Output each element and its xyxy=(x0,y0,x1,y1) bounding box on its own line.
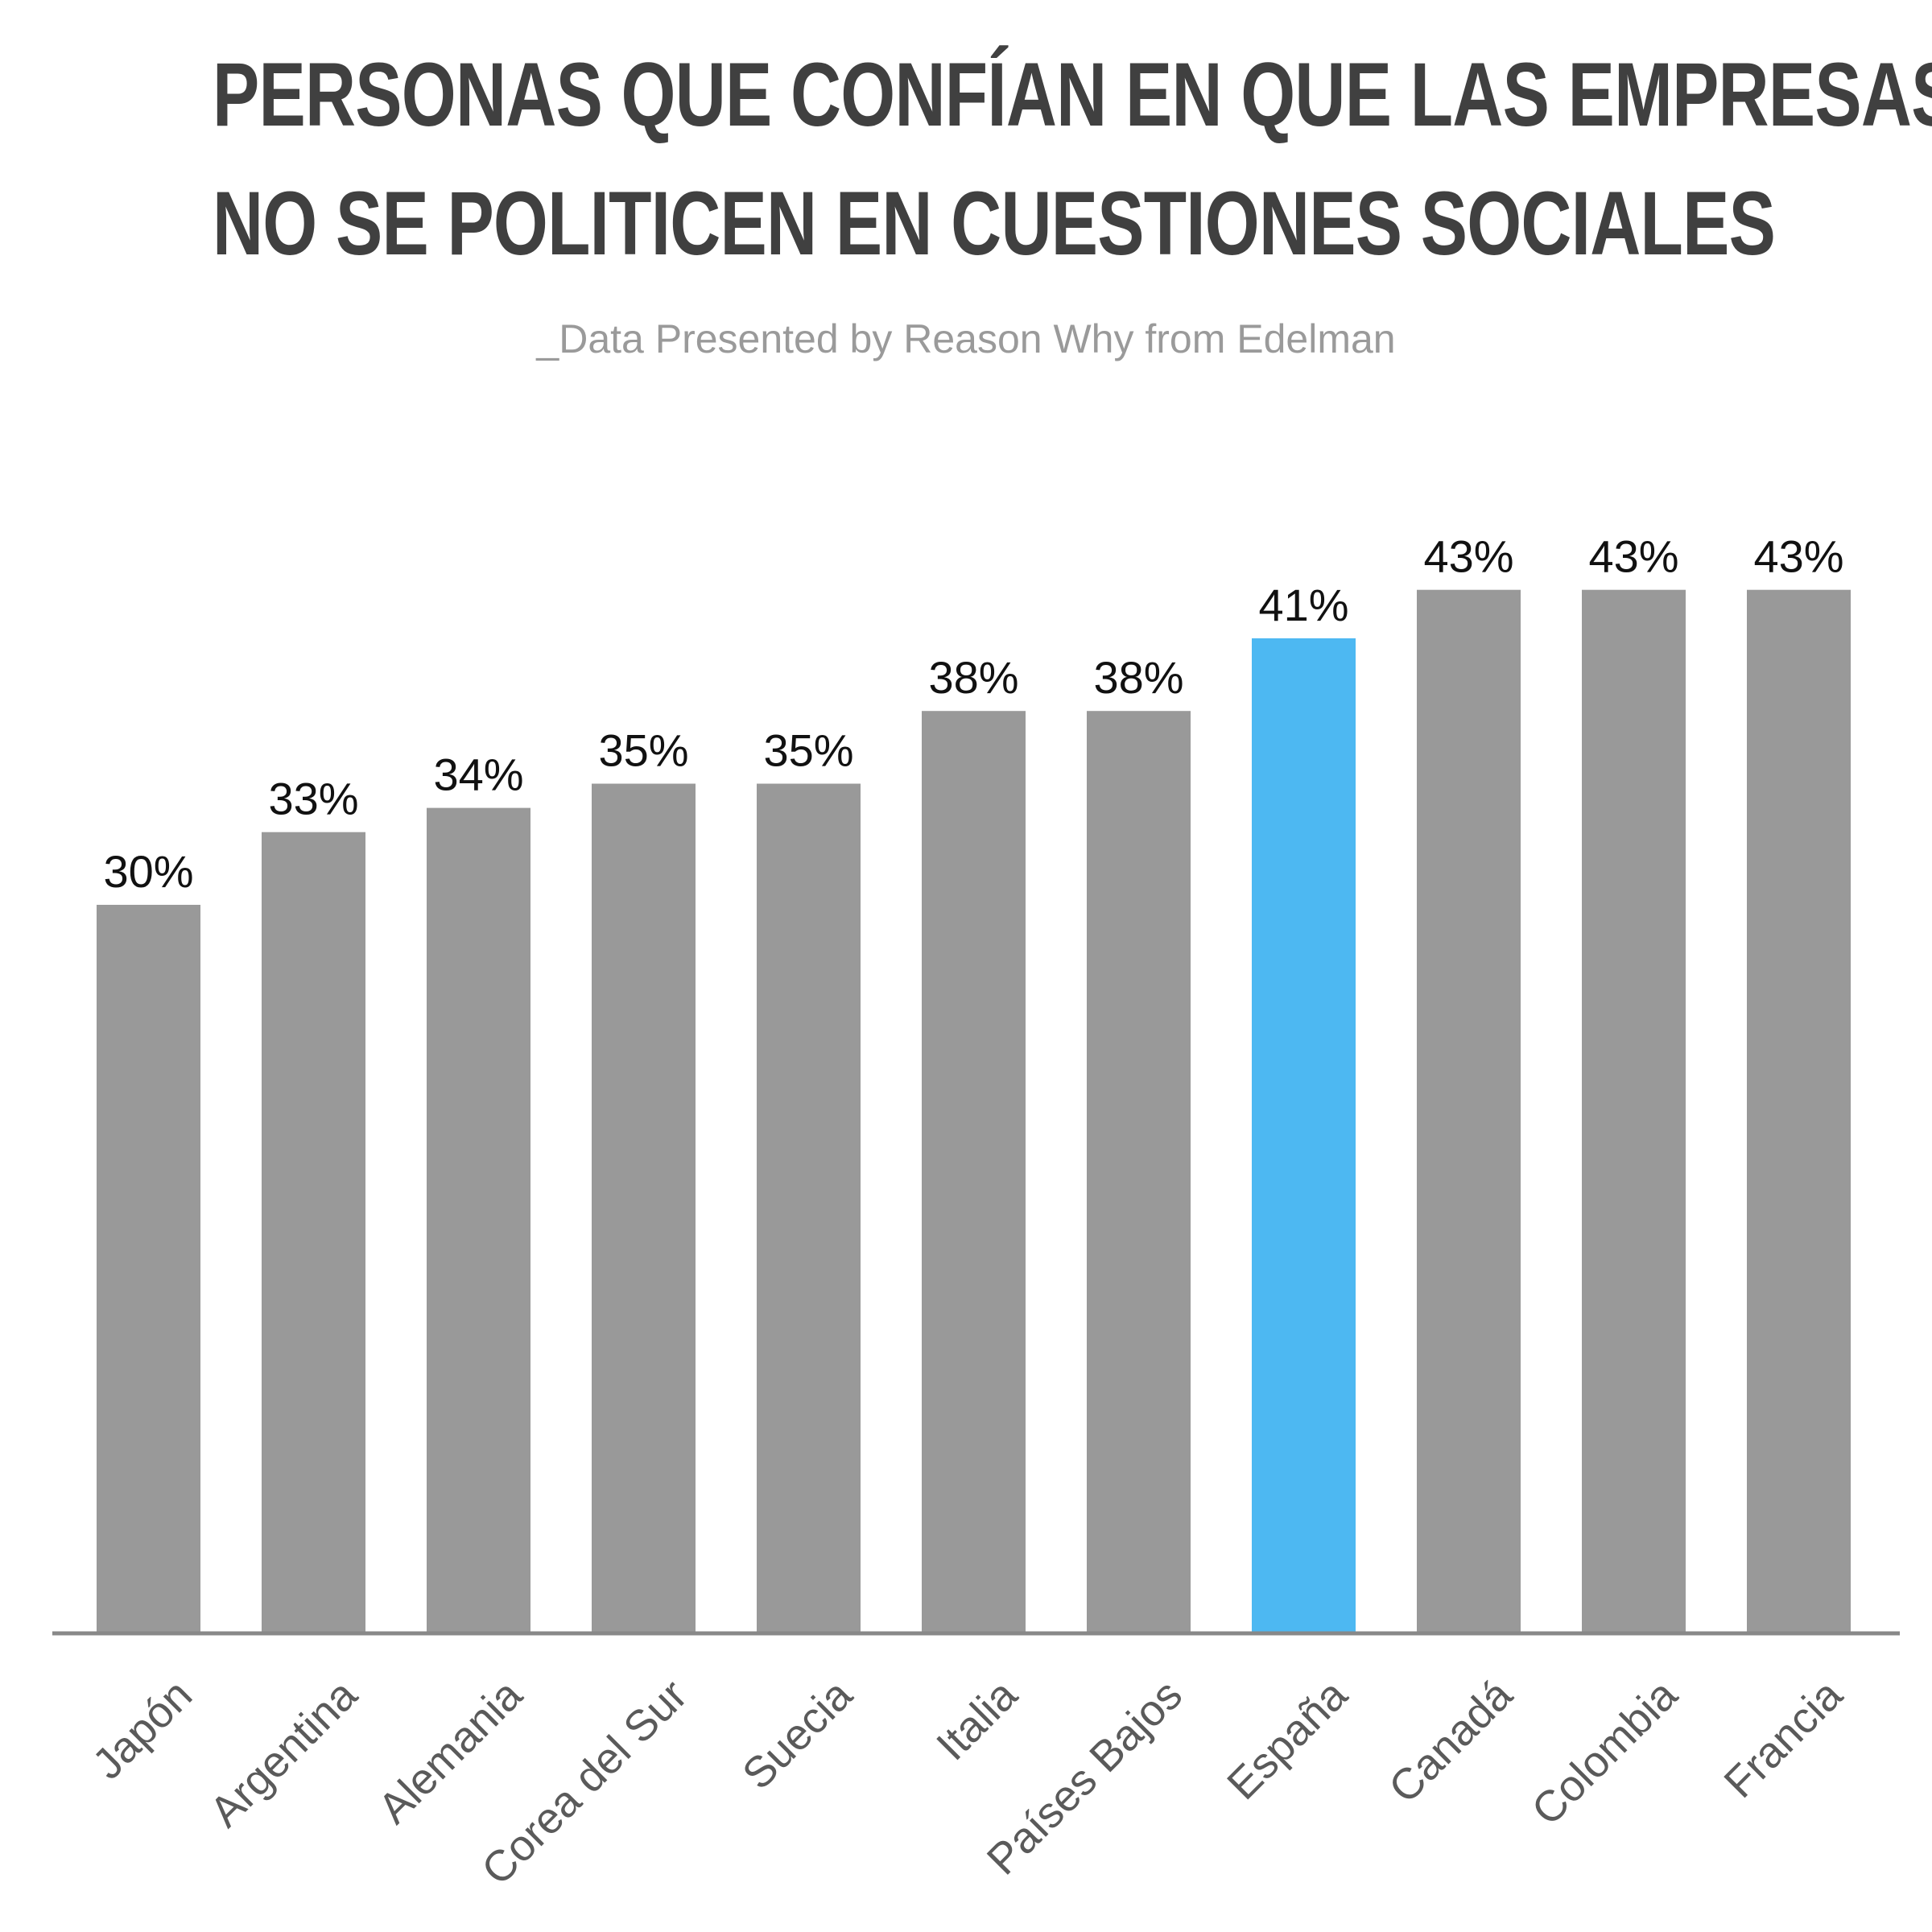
value-label-5: 38% xyxy=(928,652,1018,703)
value-label-1: 33% xyxy=(268,774,358,824)
value-label-7: 41% xyxy=(1258,580,1348,630)
value-label-9: 43% xyxy=(1588,531,1678,582)
bar-5 xyxy=(922,711,1026,1633)
bar-3 xyxy=(592,783,696,1632)
category-label-1: Argentina xyxy=(200,1670,367,1837)
bar-6 xyxy=(1087,711,1191,1633)
value-label-3: 35% xyxy=(598,725,688,776)
bar-10 xyxy=(1747,589,1851,1633)
bar-0 xyxy=(97,905,200,1632)
value-label-0: 30% xyxy=(103,846,193,897)
bar-7 xyxy=(1252,638,1356,1632)
category-label-2: Alemania xyxy=(369,1670,532,1833)
value-label-8: 43% xyxy=(1423,531,1513,582)
category-label-8: Canadá xyxy=(1380,1670,1522,1813)
bar-1 xyxy=(262,832,365,1632)
category-label-4: Suecia xyxy=(733,1670,862,1799)
value-label-10: 43% xyxy=(1753,531,1843,582)
chart-title-line-1: PERSONAS QUE CONFÍAN EN QUE LAS EMPRESAS xyxy=(213,44,1932,145)
value-label-2: 34% xyxy=(433,749,523,800)
category-label-10: Francia xyxy=(1715,1670,1852,1807)
bar-2 xyxy=(427,807,530,1632)
value-label-6: 38% xyxy=(1093,652,1183,703)
category-label-5: Italia xyxy=(927,1670,1027,1770)
category-label-0: Japón xyxy=(84,1670,201,1788)
bar-9 xyxy=(1582,589,1686,1633)
chart-title-line-2: NO SE POLITICEN EN CUESTIONES SOCIALES xyxy=(213,173,1776,274)
category-label-7: España xyxy=(1218,1670,1357,1810)
bar-8 xyxy=(1417,589,1521,1633)
value-label-4: 35% xyxy=(763,725,853,776)
chart-title: PERSONAS QUE CONFÍAN EN QUE LAS EMPRESAS… xyxy=(213,31,1932,288)
chart-subtitle: _Data Presented by Reason Why from Edelm… xyxy=(536,316,1396,361)
category-label-9: Colombia xyxy=(1522,1670,1686,1835)
bar-4 xyxy=(757,783,861,1632)
